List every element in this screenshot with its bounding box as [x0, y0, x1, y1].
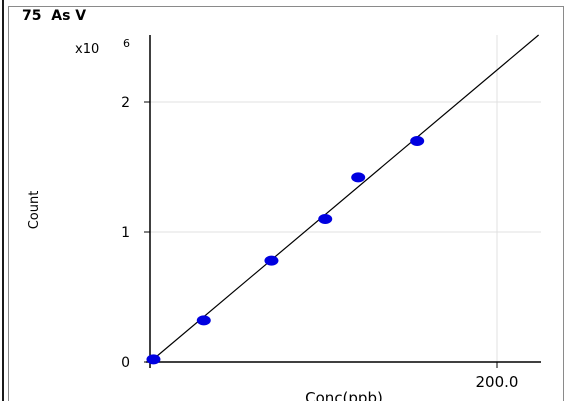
x-axis-label: Conc(ppb) [305, 389, 383, 401]
data-point-4 [351, 172, 366, 183]
fit-line-group [149, 34, 540, 363]
y-tick-label-0: 0 [121, 355, 130, 371]
data-point-2 [264, 255, 279, 266]
y-multiplier-exponent: 6 [123, 37, 130, 50]
y-multiplier-label: x10 [75, 42, 99, 57]
y-tick-label-2: 2 [121, 95, 130, 111]
y-axis-label: Count [27, 191, 42, 230]
grid-lines [150, 35, 541, 362]
window-left-border [2, 0, 4, 401]
data-point-3 [318, 214, 333, 224]
calibration-plot-panel [8, 6, 564, 401]
axis-ticks: 0 1 2 200.0 [121, 95, 518, 391]
x-tick-label-0: 200.0 [476, 373, 519, 391]
fit-line [149, 34, 540, 363]
data-point-0 [146, 354, 161, 365]
y-tick-label-1: 1 [121, 225, 130, 241]
data-points [146, 136, 425, 365]
data-point-5 [410, 136, 425, 146]
chart-title: 75 As V [22, 8, 87, 24]
data-point-1 [196, 315, 211, 326]
